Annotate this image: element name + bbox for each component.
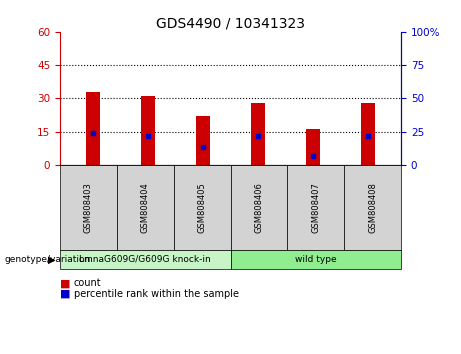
Bar xyxy=(196,116,210,165)
Bar xyxy=(86,92,100,165)
Text: LmnaG609G/G609G knock-in: LmnaG609G/G609G knock-in xyxy=(79,255,211,264)
Text: percentile rank within the sample: percentile rank within the sample xyxy=(74,289,239,299)
Text: GSM808407: GSM808407 xyxy=(311,182,320,233)
Text: count: count xyxy=(74,278,101,289)
Title: GDS4490 / 10341323: GDS4490 / 10341323 xyxy=(156,17,305,31)
Text: GSM808403: GSM808403 xyxy=(84,182,93,233)
Bar xyxy=(361,103,375,165)
Bar xyxy=(141,96,155,165)
Text: GSM808408: GSM808408 xyxy=(368,182,377,233)
Bar xyxy=(251,103,265,165)
Text: GSM808405: GSM808405 xyxy=(198,182,207,233)
Text: ▶: ▶ xyxy=(48,255,55,264)
Text: GSM808404: GSM808404 xyxy=(141,182,150,233)
Text: ■: ■ xyxy=(60,278,71,289)
Bar xyxy=(306,129,320,165)
Text: GSM808406: GSM808406 xyxy=(254,182,263,233)
Text: wild type: wild type xyxy=(295,255,337,264)
Text: genotype/variation: genotype/variation xyxy=(5,255,91,264)
Text: ■: ■ xyxy=(60,289,71,299)
